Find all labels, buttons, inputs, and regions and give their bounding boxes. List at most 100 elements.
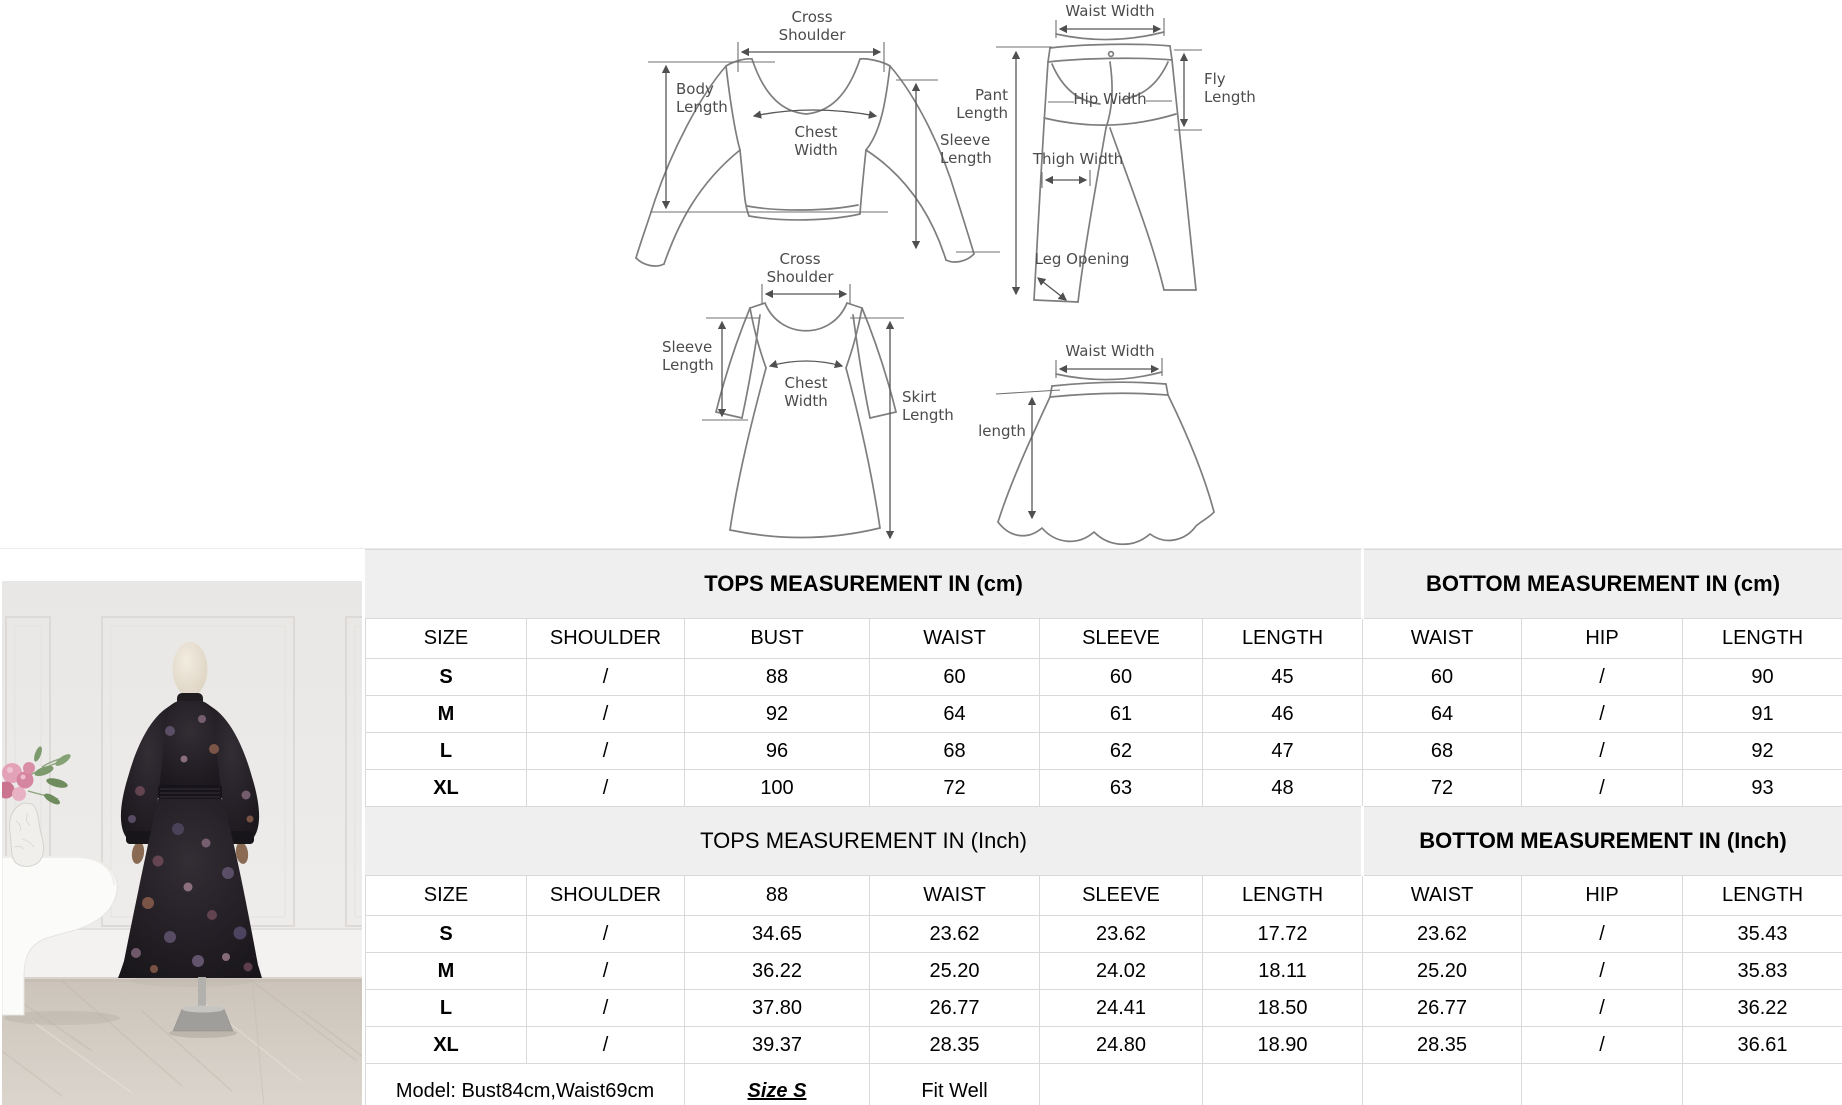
fit-label: Fit Well [869,1063,1040,1105]
label-pants-fly-length-1: Fly [1204,70,1226,88]
value-cell: 24.80 [1039,1026,1203,1064]
product-photo [0,581,387,1105]
size-cell: M [365,695,527,733]
label-dress-cross-shoulder-2: Shoulder [767,268,835,286]
value-cell: 26.77 [869,989,1040,1027]
label-top-cross-shoulder-1: Cross [791,8,832,26]
value-cell: 23.62 [1039,915,1203,953]
label-pants-leg-opening: Leg Opening [1035,250,1130,268]
value-cell: 18.50 [1202,989,1363,1027]
label-skirt-length: length [978,422,1026,440]
value-cell: 36.61 [1681,1026,1842,1064]
size-cell: XL [365,1026,527,1064]
model-size-label: Size S [684,1063,870,1105]
value-cell: 47 [1202,732,1363,770]
value-cell: 17.72 [1202,915,1363,953]
value-cell: 24.02 [1039,952,1203,990]
flower-vase [0,746,71,867]
value-cell: / [1521,769,1683,807]
stand-pole [198,977,206,1017]
value-cell: 36.22 [684,952,870,990]
value-cell: 36.22 [1681,989,1842,1027]
label-pants-hip-width: Hip Width [1073,90,1146,108]
value-cell: 28.35 [869,1026,1040,1064]
flowers [0,762,35,801]
value-cell: 45 [1202,658,1363,696]
value-cell: 23.62 [869,915,1040,953]
size-cell: S [365,658,527,696]
dress-cuff-right [227,831,254,844]
inch-col-sleeve: SLEEVE [1039,875,1203,916]
inch-col-length-bottom: LENGTH [1681,875,1842,916]
photo-column [0,549,387,1105]
dress-sleeve-left [120,703,176,844]
mannequin [118,642,262,1038]
value-cell: / [526,989,685,1027]
cm-header-row: SIZE SHOULDER BUST WAIST SLEEVE LENGTH W… [365,618,1842,659]
value-cell: 48 [1202,769,1363,807]
value-cell: 64 [1362,695,1522,733]
value-cell: 60 [1039,658,1203,696]
inch-row-m: M / 36.22 25.20 24.02 18.11 25.20 / 35.8… [365,952,1842,990]
tops-inch-title: TOPS MEASUREMENT IN (Inch) [365,806,1363,876]
label-top-chest-width-1: Chest [795,123,838,141]
dress-floral-print [128,715,254,973]
value-cell: 68 [869,732,1040,770]
empty-cell [1681,1063,1842,1105]
dress [118,693,262,978]
value-cell: / [526,732,685,770]
value-cell: 92 [684,695,870,733]
inch-col-length: LENGTH [1202,875,1363,916]
empty-cell [1202,1063,1363,1105]
inch-row-l: L / 37.80 26.77 24.41 18.50 26.77 / 36.2… [365,989,1842,1027]
label-dress-chest-width-1: Chest [785,374,828,392]
size-cell: L [365,732,527,770]
value-cell: 63 [1039,769,1203,807]
value-cell: 46 [1202,695,1363,733]
cm-title-row: TOPS MEASUREMENT IN (cm) BOTTOM MEASUREM… [365,549,1842,619]
value-cell: 35.43 [1681,915,1842,953]
cm-col-length: LENGTH [1202,618,1363,659]
cm-col-waist-bottom: WAIST [1362,618,1522,659]
inch-row-s: S / 34.65 23.62 23.62 17.72 23.62 / 35.4… [365,915,1842,953]
value-cell: 68 [1362,732,1522,770]
value-cell: 96 [684,732,870,770]
floor [2,979,362,1105]
skirt-sketch: Waist Width length [978,342,1215,546]
cm-row-s: S / 88 60 60 45 60 / 90 [365,658,1842,696]
value-cell: 93 [1681,769,1842,807]
inch-title-row: TOPS MEASUREMENT IN (Inch) BOTTOM MEASUR… [365,806,1842,876]
cm-col-waist: WAIST [869,618,1040,659]
label-pants-thigh-width: Thigh Width [1032,150,1123,168]
value-cell: / [1521,952,1683,990]
value-cell: 64 [869,695,1040,733]
cm-col-shoulder: SHOULDER [526,618,685,659]
label-dress-sleeve-length-1: Sleeve [662,338,712,356]
label-pants-fly-length-2: Length [1204,88,1256,106]
dress-cuff-left [126,831,153,844]
label-pants-pant-length-1: Pant [975,86,1008,104]
value-cell: 91 [1681,695,1842,733]
label-top-sleeve-length-2: Length [940,149,992,167]
value-cell: / [526,658,685,696]
stand-base [169,1005,237,1038]
value-cell: 24.41 [1039,989,1203,1027]
size-cell: M [365,952,527,990]
value-cell: 62 [1039,732,1203,770]
mannequin-hand-left [131,842,145,864]
size-cell: XL [365,769,527,807]
inch-col-shoulder: SHOULDER [526,875,685,916]
tops-cm-title: TOPS MEASUREMENT IN (cm) [365,549,1363,619]
cm-col-sleeve: SLEEVE [1039,618,1203,659]
value-cell: / [526,1026,685,1064]
label-top-sleeve-length-1: Sleeve [940,131,990,149]
size-chart-table: TOPS MEASUREMENT IN (cm) BOTTOM MEASUREM… [365,549,1842,1105]
inch-col-size: SIZE [365,875,527,916]
bottom-section: TOPS MEASUREMENT IN (cm) BOTTOM MEASUREM… [0,548,1842,1105]
value-cell: 39.37 [684,1026,870,1064]
cm-col-hip: HIP [1521,618,1683,659]
value-cell: 25.20 [869,952,1040,990]
label-pants-pant-length-2: Length [956,104,1008,122]
value-cell: 18.90 [1202,1026,1363,1064]
